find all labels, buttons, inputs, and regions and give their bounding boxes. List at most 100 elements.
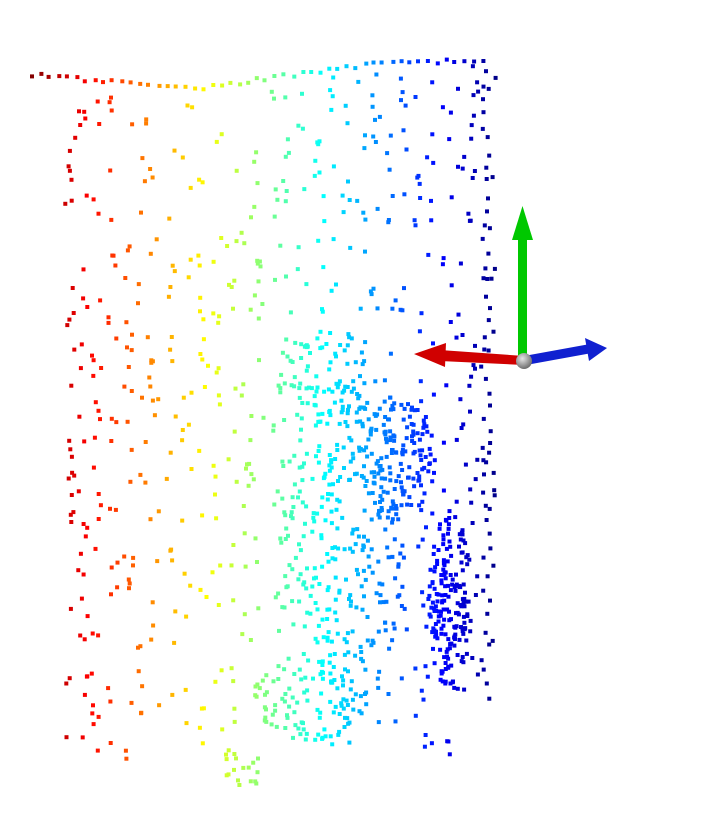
cloud-point xyxy=(316,623,321,628)
cloud-point xyxy=(359,584,364,589)
cloud-point xyxy=(130,122,135,127)
cloud-point xyxy=(470,521,475,525)
cloud-point xyxy=(280,350,285,355)
cloud-point xyxy=(66,164,71,169)
cloud-point xyxy=(389,451,394,455)
cloud-point xyxy=(246,765,251,770)
cloud-point xyxy=(483,630,488,635)
cloud-point xyxy=(67,438,72,443)
axes-gizmo[interactable] xyxy=(414,206,607,369)
cloud-point xyxy=(388,471,393,476)
cloud-point xyxy=(313,158,318,163)
cloud-point xyxy=(91,197,96,202)
cloud-point xyxy=(67,168,72,173)
cloud-point xyxy=(309,386,314,391)
cloud-point xyxy=(354,567,359,572)
origin-sphere[interactable] xyxy=(516,353,532,369)
cloud-point xyxy=(364,61,369,66)
cloud-point xyxy=(329,492,334,497)
cloud-point xyxy=(331,237,336,242)
cloud-point xyxy=(79,596,84,601)
cloud-point xyxy=(347,435,352,440)
cloud-point xyxy=(157,83,162,88)
cloud-point xyxy=(376,685,381,690)
cloud-point xyxy=(64,681,69,686)
cloud-point xyxy=(393,719,398,724)
cloud-point xyxy=(170,558,175,563)
cloud-point xyxy=(353,360,358,365)
cloud-point xyxy=(334,354,338,359)
cloud-point xyxy=(463,626,468,631)
cloud-point xyxy=(320,307,324,312)
cloud-point xyxy=(304,345,309,350)
cloud-point xyxy=(376,720,381,725)
cloud-point xyxy=(214,139,219,144)
cloud-point xyxy=(383,476,388,481)
cloud-point xyxy=(69,177,74,182)
cloud-point xyxy=(129,700,134,705)
cloud-point xyxy=(301,534,306,539)
cloud-point xyxy=(413,223,418,228)
cloud-point xyxy=(469,123,474,128)
cloud-point xyxy=(280,459,285,464)
cloud-point xyxy=(356,79,361,84)
cloud-point xyxy=(461,582,466,587)
z-axis-arrow[interactable] xyxy=(524,338,607,365)
cloud-point xyxy=(444,383,449,388)
cloud-point xyxy=(292,482,297,487)
cloud-point xyxy=(312,566,317,571)
cloud-point xyxy=(345,716,350,721)
cloud-point xyxy=(457,637,462,642)
cloud-point xyxy=(238,82,243,87)
cloud-point xyxy=(198,352,203,356)
cloud-point xyxy=(109,416,114,421)
cloud-point xyxy=(213,492,217,497)
x-axis-arrow[interactable] xyxy=(414,343,524,367)
cloud-point xyxy=(445,559,450,564)
cloud-point xyxy=(322,389,327,394)
cloud-point xyxy=(438,677,443,682)
cloud-point xyxy=(381,600,386,605)
cloud-point xyxy=(360,362,365,367)
cloud-point xyxy=(464,651,469,656)
cloud-point xyxy=(320,676,325,681)
cloud-point xyxy=(441,623,446,628)
y-axis-arrow[interactable] xyxy=(512,206,533,362)
cloud-point xyxy=(360,607,365,612)
cloud-point xyxy=(487,391,492,396)
cloud-point xyxy=(348,459,353,464)
cloud-point xyxy=(336,479,340,483)
cloud-point xyxy=(90,711,95,716)
cloud-point xyxy=(455,601,460,606)
cloud-point xyxy=(392,537,397,542)
cloud-point xyxy=(149,358,154,363)
cloud-point xyxy=(386,509,391,514)
cloud-point xyxy=(109,439,114,443)
cloud-point xyxy=(305,698,310,703)
cloud-point xyxy=(66,476,71,481)
cloud-point xyxy=(302,580,307,585)
cloud-point xyxy=(299,356,304,360)
cloud-point xyxy=(471,113,476,118)
cloud-point xyxy=(465,553,470,558)
cloud-point xyxy=(430,630,435,635)
cloud-point xyxy=(115,585,120,590)
cloud-point xyxy=(232,429,237,434)
cloud-point xyxy=(337,421,342,426)
cloud-point xyxy=(139,711,143,716)
cloud-point xyxy=(232,719,237,724)
cloud-point xyxy=(363,484,368,488)
cloud-point xyxy=(284,274,288,279)
cloud-point xyxy=(429,218,434,223)
cloud-point xyxy=(399,59,404,64)
z-axis-shaft xyxy=(524,344,592,365)
cloud-point xyxy=(65,323,70,328)
cloud-point xyxy=(387,465,392,470)
cloud-point xyxy=(305,610,310,615)
cloud-point xyxy=(346,407,350,412)
cloud-point xyxy=(231,543,236,547)
cloud-point xyxy=(278,390,283,395)
cloud-point xyxy=(271,423,276,428)
